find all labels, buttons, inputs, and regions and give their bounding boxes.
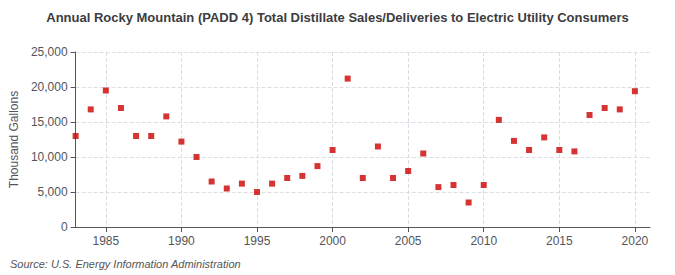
svg-text:20,000: 20,000	[31, 80, 68, 94]
svg-text:Source: U.S. Energy Informatio: Source: U.S. Energy Information Administ…	[10, 258, 241, 270]
svg-text:Thousand Gallons: Thousand Gallons	[7, 91, 21, 188]
svg-text:2005: 2005	[395, 234, 422, 248]
svg-text:2020: 2020	[622, 234, 649, 248]
svg-text:10,000: 10,000	[31, 150, 68, 164]
svg-text:0: 0	[61, 220, 68, 234]
svg-text:2015: 2015	[546, 234, 573, 248]
svg-text:15,000: 15,000	[31, 115, 68, 129]
svg-text:5,000: 5,000	[38, 185, 68, 199]
svg-text:25,000: 25,000	[31, 45, 68, 59]
svg-text:1995: 1995	[244, 234, 271, 248]
svg-text:1985: 1985	[92, 234, 119, 248]
svg-text:2010: 2010	[470, 234, 497, 248]
svg-text:2000: 2000	[319, 234, 346, 248]
svg-text:1990: 1990	[168, 234, 195, 248]
svg-text:Annual Rocky Mountain (PADD 4): Annual Rocky Mountain (PADD 4) Total Dis…	[46, 10, 629, 25]
